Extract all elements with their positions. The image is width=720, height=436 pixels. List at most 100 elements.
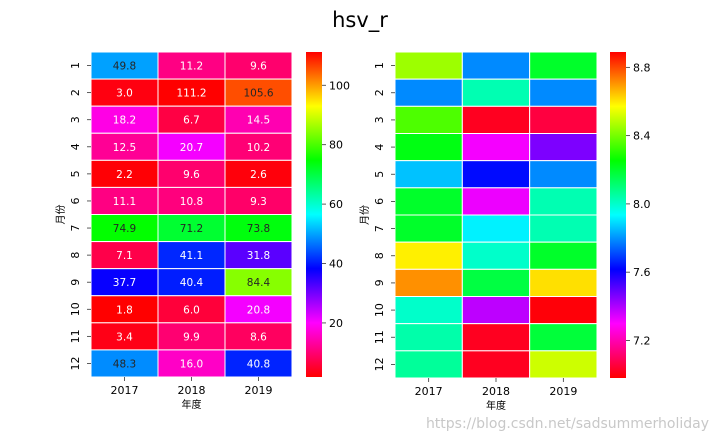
cell-value-label: 31.8 [247, 250, 270, 262]
cell-value-label: 11.2 [180, 61, 203, 73]
y-axis-label: 月份 [359, 205, 371, 225]
cell-value-label: 84.4 [247, 277, 271, 289]
heatmap-cell [90, 241, 159, 270]
heatmap-cell [461, 105, 531, 135]
heatmap-cell [157, 51, 226, 80]
colorbar-tick-label: 60 [329, 198, 343, 211]
cell-value-label: 49.8 [113, 61, 136, 73]
x-tick-label: 2019 [245, 384, 273, 397]
cell-value-label: 1.8 [116, 304, 133, 316]
heatmap-cell [461, 187, 531, 216]
heatmap-cell [529, 105, 598, 135]
y-tick-label: 1 [373, 62, 386, 69]
colorbar-tick-label: 8.0 [633, 198, 651, 211]
colorbar-tick-label: 8.8 [633, 61, 651, 74]
heatmap-cell [461, 268, 531, 298]
cell-value-label: 3.4 [116, 331, 133, 343]
heatmap-cell [224, 241, 293, 270]
heatmap-cell [224, 186, 293, 216]
heatmap-cell [224, 214, 293, 243]
y-axis-label: 月份 [55, 205, 67, 225]
heatmap-cell [461, 241, 531, 270]
heatmap-cell [394, 350, 463, 379]
cell-value-label: 40.4 [180, 277, 204, 289]
heatmap-cell [224, 349, 293, 378]
colorbar [306, 52, 322, 377]
heatmap-cell [90, 132, 159, 161]
cell-value-label: 3.0 [116, 88, 133, 100]
cell-value-label: 48.3 [113, 358, 136, 370]
cell-value-label: 9.3 [250, 196, 267, 208]
y-tick-label: 7 [373, 225, 386, 232]
y-tick-label: 5 [69, 170, 82, 177]
heatmap-cell [157, 295, 226, 324]
y-tick-label: 12 [373, 357, 386, 371]
watermark: https://blog.csdn.net/sadsummerholiday [426, 416, 709, 432]
heatmap-cell [529, 187, 598, 216]
y-tick-label: 1 [69, 62, 82, 69]
heatmap-1: 49.8 11.2 9.6 3.0 111.2 105.6 18.2 6.7 14.5 12.5 2… [55, 51, 350, 411]
y-tick-label: 8 [69, 252, 82, 259]
colorbar [610, 52, 626, 378]
colorbar-tick-label: 20 [329, 317, 343, 330]
cell-value-label: 10.2 [247, 142, 270, 154]
colorbar-tick-label: 7.6 [633, 266, 651, 279]
y-tick-label: 4 [373, 144, 386, 151]
x-tick-label: 2017 [415, 385, 443, 398]
heatmap-cell [529, 160, 598, 189]
y-tick-label: 11 [69, 329, 82, 343]
heatmap-cell [394, 133, 463, 162]
heatmap-cell [461, 160, 531, 189]
cell-value-label: 2.2 [116, 169, 133, 181]
x-tick-label: 2018 [178, 384, 206, 397]
cell-value-label: 41.1 [180, 250, 203, 262]
y-tick-label: 12 [69, 356, 82, 370]
colorbar-tick-label: 7.2 [633, 334, 651, 347]
cell-value-label: 9.6 [250, 61, 267, 73]
heatmap-cell [157, 241, 226, 270]
heatmap-cell [461, 323, 531, 352]
y-tick-label: 3 [69, 116, 82, 123]
x-axis-label: 年度 [182, 398, 202, 411]
y-tick-label: 9 [69, 279, 82, 286]
cell-value-label: 20.8 [247, 304, 270, 316]
cell-value-label: 8.6 [250, 331, 267, 343]
cell-value-label: 37.7 [113, 277, 136, 289]
heatmap-cell [461, 78, 531, 107]
heatmap-cell [529, 268, 598, 298]
colorbar-tick-label: 40 [329, 258, 343, 271]
heatmap-cell [394, 105, 463, 135]
cell-value-label: 11.1 [113, 196, 136, 208]
heatmap-cell [461, 214, 531, 243]
cell-value-label: 6.0 [183, 304, 200, 316]
x-axis-label: 年度 [486, 399, 506, 412]
y-tick-label: 8 [373, 252, 386, 259]
heatmap-cell [529, 350, 598, 379]
heatmap-cell [529, 133, 598, 162]
figure-title: hsv_r [332, 8, 388, 33]
cell-value-label: 18.2 [113, 115, 136, 127]
x-tick-label: 2018 [482, 385, 510, 398]
heatmap-cell [90, 214, 159, 243]
x-tick-label: 2019 [549, 385, 577, 398]
y-tick-label: 6 [373, 198, 386, 205]
y-tick-label: 11 [373, 330, 386, 344]
heatmap-cell [394, 323, 463, 352]
y-tick-label: 6 [69, 197, 82, 204]
heatmap-cell [157, 159, 226, 188]
heatmap-cell [529, 51, 598, 80]
colorbar-tick-label: 100 [329, 79, 350, 92]
heatmap-cell [90, 295, 159, 324]
heatmap-cell [224, 132, 293, 161]
cell-value-label: 20.7 [180, 142, 203, 154]
heatmap-cell [461, 350, 531, 379]
cell-value-label: 111.2 [176, 88, 206, 100]
cell-value-label: 7.1 [116, 250, 133, 262]
cell-value-label: 71.2 [180, 223, 203, 235]
heatmap-cell [90, 322, 159, 351]
colorbar-tick-label: 8.4 [633, 130, 651, 143]
heatmap-cell [529, 78, 598, 107]
y-tick-label: 2 [69, 89, 82, 96]
y-tick-label: 2 [373, 89, 386, 96]
